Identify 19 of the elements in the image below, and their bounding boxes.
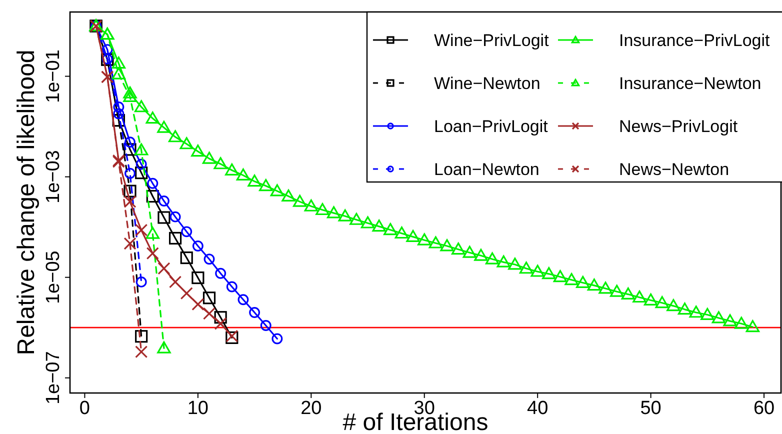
legend-label: News−PrivLogit xyxy=(619,117,738,136)
legend-label: Insurance−Newton xyxy=(619,74,762,93)
x-tick-label: 20 xyxy=(300,398,322,419)
legend-label: Loan−Newton xyxy=(434,160,540,179)
y-tick-label: 1e−03 xyxy=(43,150,64,204)
y-tick-label: 1e−01 xyxy=(43,50,64,103)
y-tick-label: 1e−07 xyxy=(43,351,64,405)
legend-label: Wine−Newton xyxy=(434,74,540,93)
legend-label: Loan−PrivLogit xyxy=(434,117,548,136)
x-tick-label: 60 xyxy=(753,398,775,419)
x-tick-label: 40 xyxy=(527,398,548,419)
legend-label: Wine−PrivLogit xyxy=(434,31,550,50)
legend-label: News−Newton xyxy=(619,160,730,179)
y-axis-title: Relative change of likelihood xyxy=(13,50,40,356)
x-tick-label: 0 xyxy=(79,398,90,419)
legend-label: Insurance−PrivLogit xyxy=(619,31,770,50)
x-tick-label: 50 xyxy=(640,398,662,419)
y-tick-label: 1e−05 xyxy=(43,250,64,304)
x-tick-label: 10 xyxy=(187,398,209,419)
